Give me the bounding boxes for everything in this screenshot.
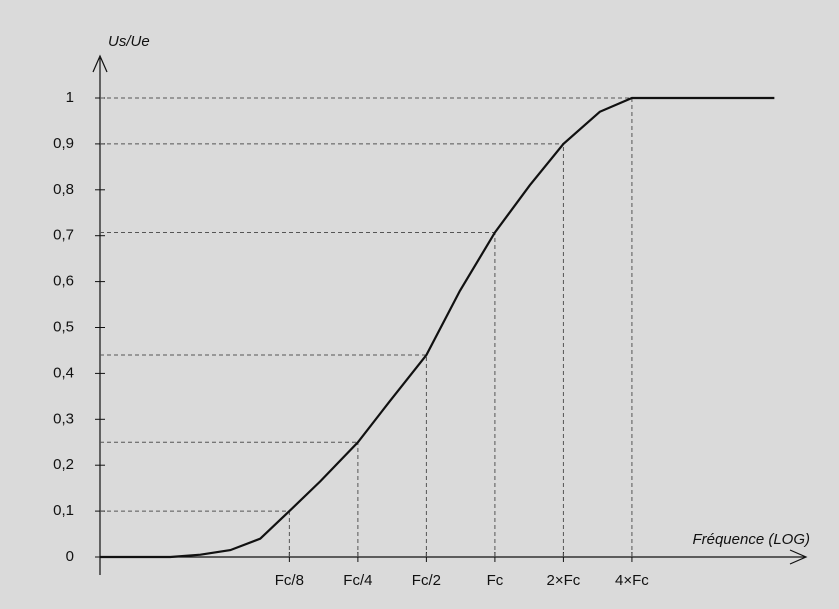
y-axis-label: Us/Ue	[108, 33, 150, 50]
guide-line	[100, 143, 564, 557]
x-tick-label: Fc/8	[275, 572, 304, 589]
y-tick-label: 0,1	[53, 502, 74, 519]
x-tick-label: Fc	[487, 572, 504, 589]
guide-line	[100, 231, 496, 557]
guide-line	[100, 354, 427, 557]
y-tick-label: 0,5	[53, 318, 74, 335]
x-arrow	[789, 549, 808, 565]
y-arrow	[92, 54, 108, 73]
x-axis-label: Fréquence (LOG)	[692, 531, 810, 548]
y-tick-label: 0,2	[53, 456, 74, 473]
y-tick-label: 0,8	[53, 181, 74, 198]
y-tick-label: 1	[66, 89, 74, 106]
guide-line	[100, 510, 290, 557]
x-tick-label: Fc/2	[412, 572, 441, 589]
y-tick-label: 0,9	[53, 135, 74, 152]
guide-line	[100, 441, 359, 557]
curve	[100, 96, 775, 559]
y-tick-label: 0,4	[53, 364, 74, 381]
guide-line	[100, 97, 633, 557]
x-tick-label: 4×Fc	[615, 572, 649, 589]
x-tick-label: 2×Fc	[547, 572, 581, 589]
y-tick-label: 0	[66, 548, 74, 565]
y-tick-label: 0,3	[53, 410, 74, 427]
y-tick-label: 0,7	[53, 227, 74, 244]
x-tick-label: Fc/4	[343, 572, 372, 589]
y-tick-label: 0,6	[53, 273, 74, 290]
